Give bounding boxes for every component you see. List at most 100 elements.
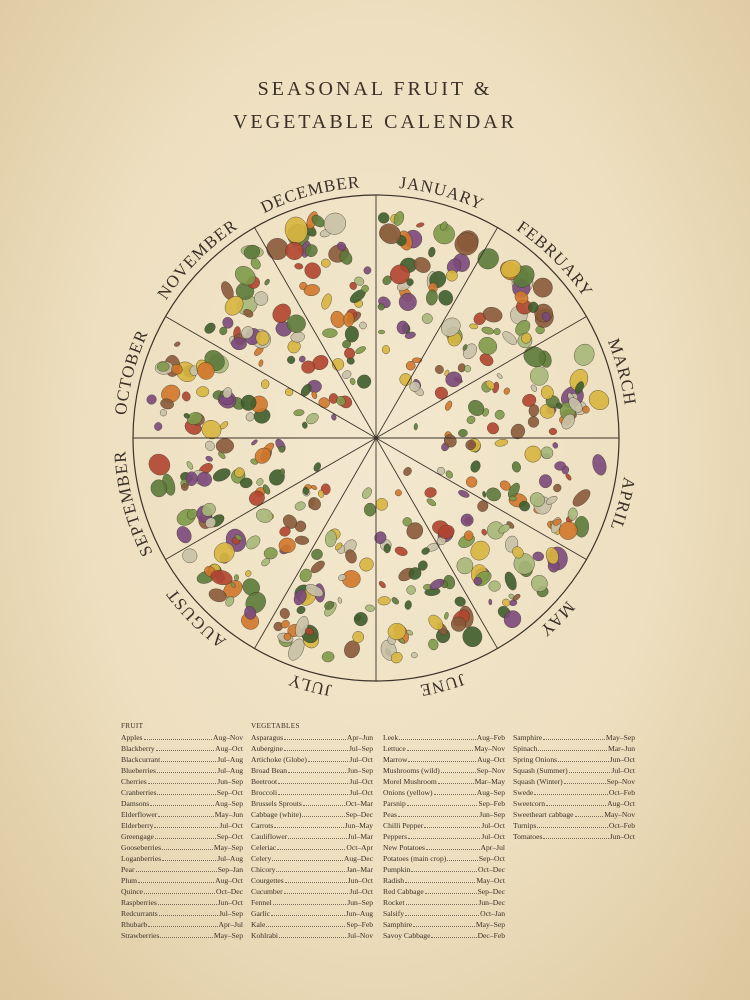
item-name: Samphire: [383, 920, 413, 929]
produce-illustration: [344, 326, 359, 343]
item-season: Sep–Nov: [606, 777, 635, 786]
list-item: Courgettes Jun–Oct: [251, 875, 373, 886]
dotted-leader: [397, 816, 479, 817]
produce-illustration: [303, 284, 320, 297]
item-name: Strawberries: [121, 931, 160, 940]
produce-illustration: [404, 331, 416, 339]
produce-illustration: [280, 620, 290, 629]
list-item: Parsnip Sep–Feb: [383, 798, 505, 809]
produce-illustration: [421, 547, 430, 555]
produce-illustration: [339, 250, 353, 265]
produce-illustration: [302, 486, 309, 496]
month-label-june: JUNE: [418, 670, 468, 700]
vegetable-list-2: Leek Aug–Feb Lettuce May–Nov Marrow Aug–Oct Mu…: [383, 721, 505, 941]
produce-illustration: [575, 381, 584, 394]
produce-illustration: [486, 487, 501, 502]
month-divider: [375, 437, 498, 649]
dotted-leader: [408, 761, 477, 762]
item-name: Squash (Summer): [513, 766, 568, 775]
produce-illustration: [515, 319, 531, 336]
produce-illustration: [434, 386, 448, 400]
list-item: Redcurrants Jul–Sep: [121, 908, 243, 919]
produce-illustration: [305, 244, 318, 257]
list-item: Damsons Aug–Sep: [121, 798, 243, 809]
produce-illustration: [299, 355, 306, 363]
item-season: Apr–Jun: [346, 733, 373, 742]
produce-illustration: [255, 508, 273, 523]
produce-illustration: [231, 337, 247, 351]
produce-illustration: [278, 537, 296, 554]
produce-illustration: [470, 460, 481, 473]
item-name: Peas: [383, 810, 397, 819]
dotted-leader: [574, 816, 604, 817]
produce-illustration: [440, 221, 448, 231]
item-name: Kale: [251, 920, 266, 929]
item-season: Oct–Feb: [608, 788, 635, 797]
produce-illustration: [213, 542, 235, 564]
item-season: Jun–Sep: [479, 810, 505, 819]
produce-illustration: [156, 361, 170, 372]
item-name: Lettuce: [383, 744, 406, 753]
produce-illustration: [374, 531, 387, 544]
produce-illustration: [241, 326, 254, 340]
produce-illustration: [311, 214, 325, 228]
produce-illustration: [456, 557, 474, 575]
item-season: Dec–Feb: [477, 931, 505, 940]
produce-illustration: [243, 244, 260, 260]
dotted-leader: [537, 827, 608, 828]
produce-illustration: [253, 291, 269, 306]
produce-illustration: [477, 248, 499, 270]
list-item: Cauliflower Jul–Mar: [251, 831, 373, 842]
item-season: Aug–Oct: [215, 876, 243, 885]
produce-illustration: [545, 495, 558, 505]
dotted-leader: [162, 849, 213, 850]
produce-illustration: [185, 471, 198, 486]
produce-illustration: [301, 360, 316, 374]
produce-illustration: [205, 440, 215, 451]
produce-illustration: [305, 584, 324, 597]
produce-illustration: [186, 412, 203, 425]
produce-illustration: [246, 535, 261, 550]
dotted-leader: [405, 904, 478, 905]
produce-illustration: [239, 477, 253, 489]
list-item: Strawberries May–Sep: [121, 930, 243, 941]
produce-illustration: [494, 409, 505, 420]
produce-illustration: [245, 412, 255, 422]
produce-illustration: [245, 570, 252, 577]
produce-illustration: [428, 638, 439, 651]
item-season: Sep–Feb: [346, 920, 373, 929]
dotted-leader: [277, 849, 346, 850]
produce-illustration: [509, 495, 517, 502]
fruit-list: FRUIT Apples Aug–Nov Blackberry Aug–Oct Blac…: [121, 721, 243, 941]
produce-illustration: [311, 391, 318, 400]
list-item: Garlic Jun–Aug: [251, 908, 373, 919]
produce-illustration: [243, 309, 254, 318]
item-name: Fennel: [251, 898, 272, 907]
dotted-leader: [148, 926, 218, 927]
item-season: Jun–Oct: [347, 876, 373, 885]
item-season: Jun–Sep: [347, 898, 373, 907]
produce-illustration: [559, 521, 578, 540]
produce-illustration: [531, 575, 548, 592]
produce-illustration: [262, 484, 271, 495]
item-name: Spring Onions: [513, 755, 558, 764]
item-season: Jun–Aug: [345, 909, 373, 918]
produce-illustration: [302, 421, 308, 429]
list-item: Squash (Winter) Sep–Nov: [513, 776, 635, 787]
produce-illustration: [263, 547, 278, 560]
dotted-leader: [288, 772, 347, 773]
produce-illustration: [345, 549, 357, 564]
produce-illustration: [233, 574, 240, 581]
item-season: Jul–Aug: [217, 755, 243, 764]
produce-illustration: [363, 266, 372, 275]
produce-illustration: [512, 546, 524, 559]
item-season: Sep–Feb: [478, 799, 505, 808]
produce-illustration: [494, 439, 509, 447]
produce-illustration: [390, 264, 410, 285]
dotted-leader: [279, 937, 347, 938]
item-season: Jun–May: [344, 821, 373, 830]
produce-illustration: [377, 329, 386, 335]
produce-illustration: [428, 246, 436, 258]
produce-illustration: [510, 423, 526, 440]
list-item: Broad Bean Jun–Sep: [251, 765, 373, 776]
